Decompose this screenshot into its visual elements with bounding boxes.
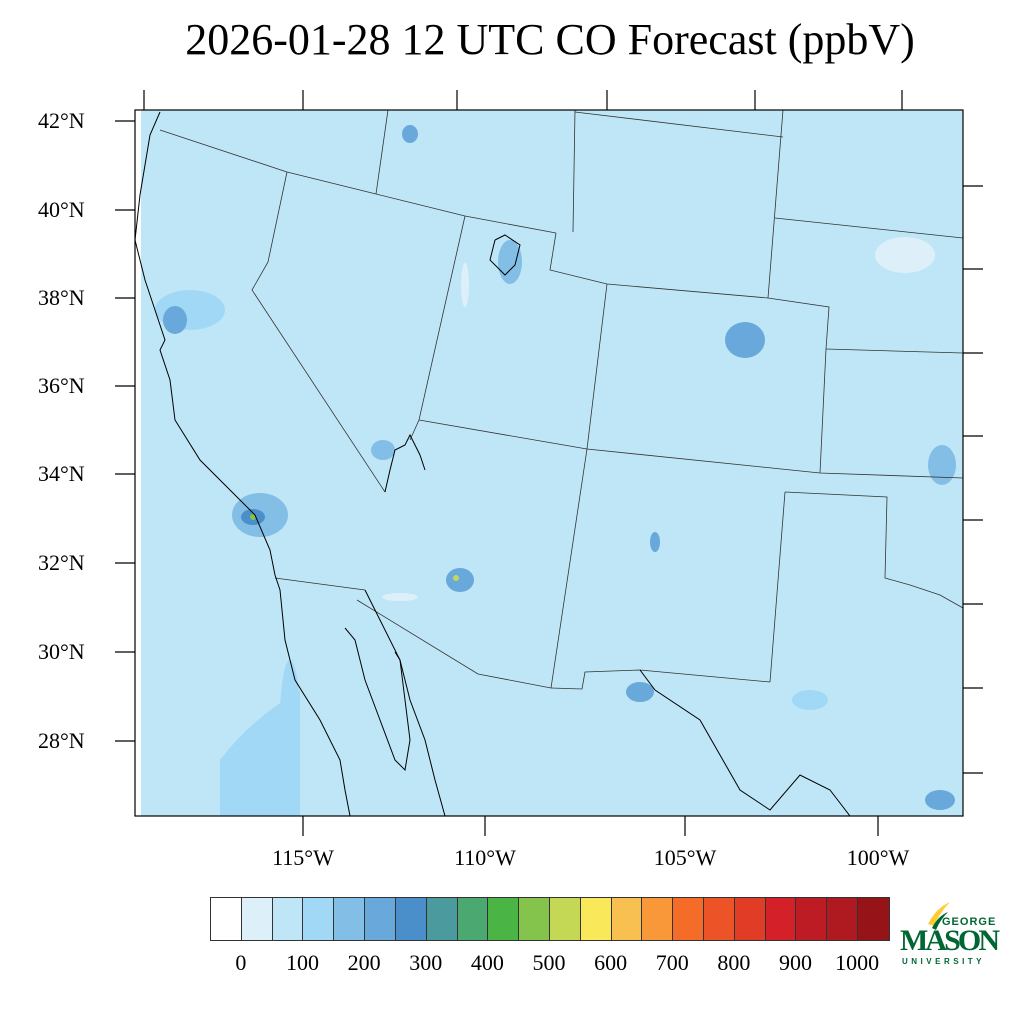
lat-label: 28°N (38, 728, 85, 753)
low-co-region-3 (461, 263, 469, 307)
colorbar-swatch (642, 898, 674, 940)
colorbar-swatch (796, 898, 828, 940)
coastlines-rivers (135, 111, 851, 816)
lon-label: 100°W (846, 845, 910, 870)
colorbar-swatch (519, 898, 550, 940)
map-frame (134, 109, 964, 817)
phoenix-plume (446, 568, 474, 592)
lat-label: 40°N (38, 197, 85, 222)
colorbar-label: 800 (717, 950, 751, 975)
colorbar-swatch (241, 898, 273, 940)
lat-label: 42°N (38, 108, 85, 133)
svg-text:GEORGE: GEORGE (942, 916, 996, 928)
colorbar-swatch (858, 898, 889, 940)
colorbar-label: 600 (594, 950, 628, 975)
lat-label: 38°N (38, 285, 85, 310)
lon-label: 105°W (653, 845, 717, 870)
colorbar-label: 500 (532, 950, 566, 975)
colorbar-label: 900 (779, 950, 813, 975)
offshore-plume-2 (280, 660, 300, 780)
colorbar-label: 300 (409, 950, 443, 975)
colorbar-label: 0 (235, 950, 247, 975)
boise-plume (402, 125, 418, 143)
colorbar-label: 400 (470, 950, 504, 975)
george-mason-logo: GEORGE MASON UNIVERSITY (900, 902, 1000, 966)
colorbar-swatch (457, 898, 489, 940)
axis-ticks (115, 90, 983, 836)
phoenix-peak (453, 575, 459, 581)
colorbar-swatch (734, 898, 766, 940)
el-paso-plume (626, 682, 654, 702)
san-antonio-plume (925, 790, 955, 810)
co-field-background (135, 110, 963, 816)
colorbar-label: 1000 (835, 950, 880, 975)
salt-lake-plume (498, 240, 522, 284)
lat-label: 32°N (38, 550, 85, 575)
colorbar-label: 700 (655, 950, 689, 975)
las-vegas-plume (371, 440, 395, 460)
colorbar-swatch (303, 898, 335, 940)
sf-bay-area-core (163, 306, 187, 334)
colorbar-swatch (580, 898, 612, 940)
low-co-region (875, 237, 935, 273)
colorbar-label: 100 (285, 950, 319, 975)
colorbar-swatch (334, 898, 366, 940)
colorbar-swatch (488, 898, 520, 940)
colorbar-swatch (211, 898, 242, 940)
colorbar-swatch (611, 898, 643, 940)
svg-text:UNIVERSITY: UNIVERSITY (902, 957, 985, 966)
denver-plume (725, 322, 765, 358)
lat-label: 36°N (38, 373, 85, 398)
colorbar-swatch (827, 898, 859, 940)
oklahoma-city-plume (928, 445, 956, 485)
lat-label: 34°N (38, 461, 85, 486)
missing-data-strip (135, 110, 141, 816)
co-concentration-blobs (155, 125, 956, 816)
colorbar-swatch (365, 898, 396, 940)
colorbar-swatch (395, 898, 427, 940)
map-title: 2026-01-28 12 UTC CO Forecast (ppbV) (185, 15, 915, 64)
colorbar (210, 897, 890, 941)
state-borders (159, 110, 963, 690)
colorbar-label: 200 (347, 950, 381, 975)
colorbar-swatch (272, 898, 304, 940)
colorbar-swatch (426, 898, 458, 940)
lon-label: 115°W (272, 845, 334, 870)
low-co-region-2 (382, 593, 418, 601)
texas-plume (792, 690, 828, 710)
colorbar-swatch (673, 898, 704, 940)
colorbar-swatch (765, 898, 797, 940)
svg-text:MASON: MASON (900, 924, 1000, 957)
colorbar-swatch (704, 898, 735, 940)
colorbar-swatch (549, 898, 581, 940)
los-angeles-peak (250, 514, 256, 520)
lon-label: 110°W (454, 845, 516, 870)
lat-label: 30°N (38, 639, 85, 664)
offshore-plume (220, 690, 300, 816)
albuquerque-plume (650, 532, 660, 552)
